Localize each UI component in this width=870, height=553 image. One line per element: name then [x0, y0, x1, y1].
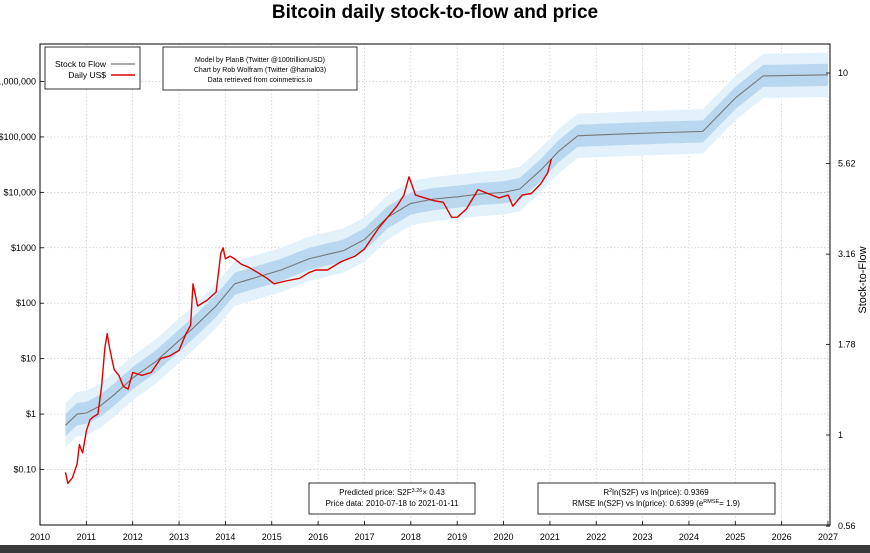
y-left-tick-label: $10,000 [3, 187, 36, 197]
predicted-price: Predicted price: S2F3.26× 0.43 [339, 488, 445, 497]
x-tick-label: 2014 [215, 532, 235, 542]
x-tick-label: 2027 [818, 532, 838, 542]
y-left-tick-label: $1000 [11, 243, 36, 253]
y-right-tick-label: 3.16 [838, 249, 856, 259]
series-line-price [64, 158, 552, 485]
x-tick-label: 2020 [494, 532, 514, 542]
y-left-tick-label: $1,000,000 [0, 76, 36, 86]
prediction-box: Predicted price: S2F3.26× 0.43 Price dat… [308, 482, 476, 515]
line-layer [64, 74, 829, 485]
series-line-s2f [65, 74, 829, 426]
y-left-tick-label: $100 [16, 298, 36, 308]
y-right-tick-label: 0.56 [838, 521, 856, 531]
y-right-tick-label: 10 [838, 68, 848, 78]
plot-frame [39, 43, 831, 526]
x-tick-label: 2016 [308, 532, 328, 542]
bottom-strip [0, 545, 870, 553]
x-tick-label: 2025 [725, 532, 745, 542]
y-left-tick-label: $1 [26, 409, 36, 419]
rmse: RMSE ln(S2F) vs ln(price): 0.6399 (eRMSE… [572, 499, 740, 508]
x-tick-label: 2019 [447, 532, 467, 542]
x-tick-label: 2022 [586, 532, 606, 542]
x-tick-label: 2026 [772, 532, 792, 542]
price-data-range: Price data: 2010-07-18 to 2021-01-11 [326, 499, 459, 508]
right-axis-label: Stock-to-Flow [857, 246, 869, 313]
y-left-tick-label: $100,000 [0, 132, 36, 142]
credit-line-3: Data retrieved from coinmetrics.io [208, 77, 313, 84]
y-left-axis-ticks: $0.10 $1 $10 $100 $1000 $10,000 $100,000 $1,000… [0, 76, 44, 475]
x-axis-ticks: 2010 2011 2012 2013 2014 2015 2016 2017 2018 2019… [30, 521, 838, 542]
y-right-tick-label: 5.62 [838, 159, 856, 169]
x-tick-label: 2024 [679, 532, 699, 542]
x-tick-label: 2013 [169, 532, 189, 542]
credits-box: Model by PlanB (Twitter @100trillionUSD)… [162, 46, 358, 91]
credit-line-1: Model by PlanB (Twitter @100trillionUSD) [195, 57, 325, 64]
y-left-tick-label: $0.10 [13, 465, 36, 475]
legend-label-s2f: Stock to Flow [55, 59, 107, 69]
band-outer [65, 52, 828, 448]
x-tick-label: 2010 [30, 532, 50, 542]
stats-box: R2ln(S2F) vs ln(price): 0.9369 RMSE ln(S… [537, 482, 776, 515]
chart-title: Bitcoin daily stock-to-flow and price [271, 2, 599, 23]
legend: Stock to Flow Daily US$ [44, 46, 141, 90]
y-right-tick-label: 1 [838, 430, 843, 440]
x-tick-label: 2023 [633, 532, 653, 542]
x-tick-label: 2015 [262, 532, 282, 542]
x-tick-label: 2021 [540, 532, 560, 542]
band-layer [65, 52, 828, 448]
x-tick-label: 2017 [354, 532, 374, 542]
legend-label-price: Daily US$ [68, 70, 106, 80]
credit-line-2: Chart by Rob Wolfram (Twitter @hamal03) [194, 67, 326, 74]
x-tick-label: 2012 [123, 532, 143, 542]
r-squared: R2ln(S2F) vs ln(price): 0.9369 [603, 488, 709, 497]
y-left-tick-label: $10 [21, 354, 36, 364]
x-tick-label: 2011 [77, 532, 96, 542]
y-right-tick-label: 1.78 [838, 339, 856, 349]
x-tick-label: 2018 [401, 532, 421, 542]
